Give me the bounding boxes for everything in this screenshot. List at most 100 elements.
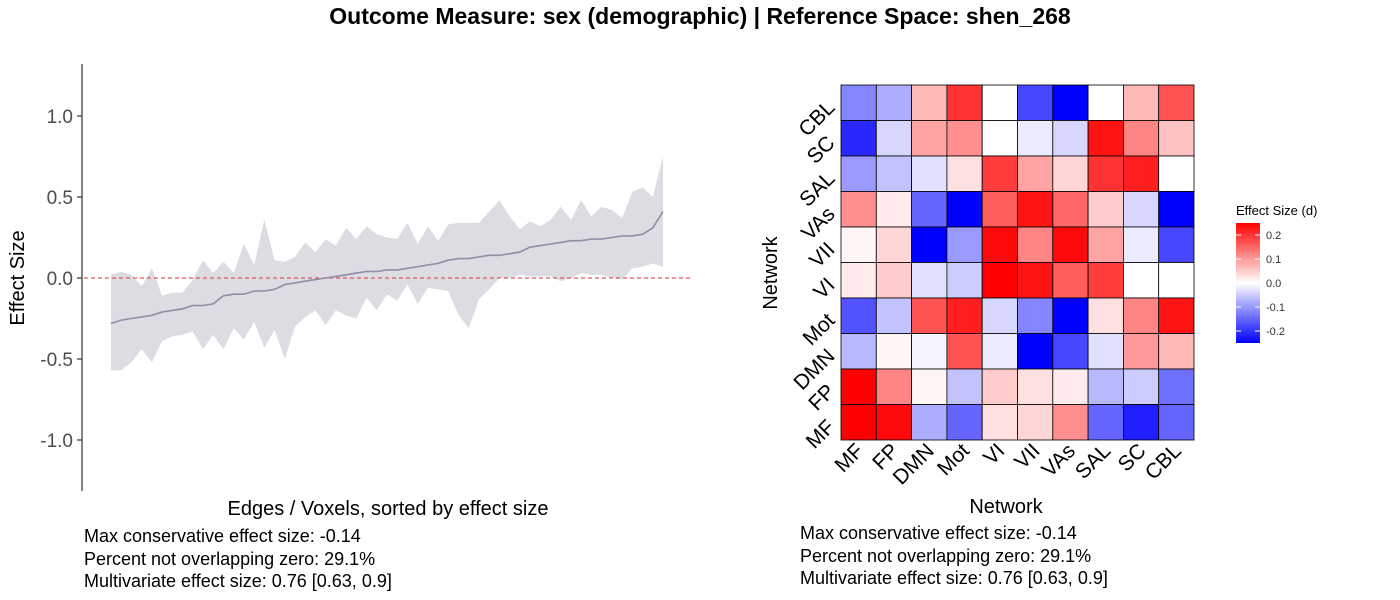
heatmap-cell-SC-FP [875, 120, 912, 157]
heatmap-cell-MF-SC [1123, 404, 1160, 441]
heatmap-cells [840, 84, 1195, 441]
heatmap-cell-VI-SC [1123, 262, 1160, 299]
heatmap-cell-VAs-VI [981, 191, 1018, 228]
heatmap-cell-SC-VAs [1052, 120, 1089, 157]
heatmap-y-tick-VAs: VAs [797, 203, 839, 245]
heatmap-cell-VII-VII [1017, 226, 1054, 263]
heatmap-cell-FP-VAs [1052, 368, 1089, 405]
heatmap-cell-SC-Mot [946, 120, 983, 157]
heatmap-cell-Mot-VAs [1052, 297, 1089, 334]
heatmap-cell-MF-VII [1017, 404, 1054, 441]
heatmap-cell-FP-SC [1123, 368, 1160, 405]
heatmap-cell-DMN-VII [1017, 333, 1054, 370]
heatmap-y-tick-CBL: CBL [794, 96, 839, 141]
heatmap-stat-max-conservative: Max conservative effect size: -0.14 [800, 523, 1077, 543]
heatmap-cell-DMN-SC [1123, 333, 1160, 370]
heatmap-x-axis-title: Network [969, 496, 1043, 518]
heatmap-cell-SAL-DMN [911, 155, 948, 192]
heatmap-cell-VI-VII [1017, 262, 1054, 299]
heatmap-cell-CBL-SAL [1087, 84, 1124, 121]
heatmap-cell-VAs-VAs [1052, 191, 1089, 228]
heatmap-cell-VI-VAs [1052, 262, 1089, 299]
heatmap-stat-multivariate-effect: Multivariate effect size: 0.76 [0.63, 0.… [800, 568, 1108, 588]
heatmap-cell-MF-SAL [1087, 404, 1124, 441]
heatmap-cell-FP-MF [840, 368, 877, 405]
heatmap-cell-VII-DMN [911, 226, 948, 263]
heatmap-cell-VII-VI [981, 226, 1018, 263]
heatmap-cell-DMN-Mot [946, 333, 983, 370]
heatmap-cell-Mot-VI [981, 297, 1018, 334]
heatmap-cell-CBL-MF [840, 84, 877, 121]
heatmap-cell-VAs-CBL [1158, 191, 1195, 228]
heatmap-cell-CBL-CBL [1158, 84, 1195, 121]
heatmap-cell-FP-CBL [1158, 368, 1195, 405]
heatmap-cell-SAL-MF [840, 155, 877, 192]
heatmap-cell-VII-SAL [1087, 226, 1124, 263]
heatmap-cell-VAs-Mot [946, 191, 983, 228]
heatmap-cell-SC-SAL [1087, 120, 1124, 157]
legend-tick-label: 0.0 [1266, 278, 1281, 290]
legend-tick-label: 0.1 [1266, 254, 1281, 266]
heatmap-cell-Mot-DMN [911, 297, 948, 334]
heatmap-cell-CBL-VII [1017, 84, 1054, 121]
legend-ticks: 0.2 0.1 0.0 -0.1 -0.2 [1236, 230, 1285, 338]
heatmap-cell-VAs-SC [1123, 191, 1160, 228]
heatmap-cell-CBL-VAs [1052, 84, 1089, 121]
heatmap-cell-MF-Mot [946, 404, 983, 441]
heatmap-cell-CBL-DMN [911, 84, 948, 121]
heatmap-cell-FP-SAL [1087, 368, 1124, 405]
heatmap-cell-MF-DMN [911, 404, 948, 441]
y-tick-label: 0.5 [47, 188, 73, 209]
heatmap-x-tick-CBL: CBL [1141, 439, 1186, 484]
heatmap-cell-VAs-VII [1017, 191, 1054, 228]
heatmap-cell-DMN-FP [875, 333, 912, 370]
heatmap-cell-Mot-SC [1123, 297, 1160, 334]
heatmap-y-axis-title: Network [760, 235, 782, 309]
heatmap-cell-MF-MF [840, 404, 877, 441]
heatmap-cell-SC-CBL [1158, 120, 1195, 157]
heatmap-cell-MF-VI [981, 404, 1018, 441]
heatmap-cell-MF-CBL [1158, 404, 1195, 441]
heatmap-y-tick-VI: VI [809, 274, 839, 304]
heatmap-cell-MF-VAs [1052, 404, 1089, 441]
effect-estimate-line [110, 211, 664, 325]
heatmap-cell-VAs-SAL [1087, 191, 1124, 228]
heatmap-cell-VII-VAs [1052, 226, 1089, 263]
heatmap-cell-FP-FP [875, 368, 912, 405]
heatmap-cell-CBL-FP [875, 84, 912, 121]
heatmap-x-tick-MF: MF [830, 439, 868, 477]
heatmap-cell-VI-Mot [946, 262, 983, 299]
heatmap-x-tick-SAL: SAL [1071, 439, 1115, 483]
legend-title: Effect Size (d) [1236, 203, 1317, 218]
figure-title: Outcome Measure: sex (demographic) | Ref… [329, 3, 1071, 29]
heatmap-x-tick-Mot: Mot [933, 439, 974, 480]
heatmap-cell-MF-FP [875, 404, 912, 441]
x-axis-title: Edges / Voxels, sorted by effect size [228, 498, 549, 520]
heatmap-x-tick-VI: VI [979, 439, 1009, 469]
heatmap-cell-VII-MF [840, 226, 877, 263]
ribbon-plot-panel: -1.0 -0.5 0.0 0.5 1.0 Effect Size Edges / Vo… [7, 64, 692, 591]
heatmap-cell-VI-DMN [911, 262, 948, 299]
heatmap-x-tick-DMN: DMN [889, 439, 939, 489]
heatmap-cell-SAL-VII [1017, 155, 1054, 192]
heatmap-cell-VII-FP [875, 226, 912, 263]
heatmap-cell-CBL-Mot [946, 84, 983, 121]
legend-tick-label: -0.1 [1266, 302, 1285, 314]
y-axis-ticks: -1.0 -0.5 0.0 0.5 1.0 [40, 107, 82, 452]
heatmap-cell-CBL-VI [981, 84, 1018, 121]
heatmap-cell-SAL-CBL [1158, 155, 1195, 192]
heatmap-cell-VI-SAL [1087, 262, 1124, 299]
heatmap-cell-Mot-MF [840, 297, 877, 334]
y-tick-label: 0.0 [47, 269, 73, 290]
y-axis-title: Effect Size [7, 230, 29, 325]
heatmap-cell-DMN-MF [840, 333, 877, 370]
heatmap-cell-SC-VI [981, 120, 1018, 157]
heatmap-cell-FP-VII [1017, 368, 1054, 405]
heatmap-cell-VAs-FP [875, 191, 912, 228]
heatmap-cell-DMN-VI [981, 333, 1018, 370]
heatmap-cell-SC-VII [1017, 120, 1054, 157]
stat-max-conservative: Max conservative effect size: -0.14 [84, 526, 361, 546]
heatmap-cell-Mot-SAL [1087, 297, 1124, 334]
heatmap-cell-VI-FP [875, 262, 912, 299]
